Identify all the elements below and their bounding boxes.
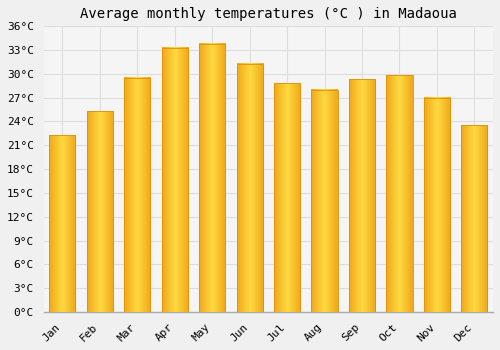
Bar	[236, 64, 262, 312]
Bar	[86, 111, 113, 312]
Bar	[199, 44, 226, 312]
Bar	[312, 90, 338, 312]
Bar	[461, 125, 487, 312]
Bar	[424, 98, 450, 312]
Bar	[162, 48, 188, 312]
Bar	[386, 76, 412, 312]
Bar	[124, 78, 150, 312]
Title: Average monthly temperatures (°C ) in Madaoua: Average monthly temperatures (°C ) in Ma…	[80, 7, 457, 21]
Bar	[274, 83, 300, 312]
Bar	[349, 79, 375, 312]
Bar	[50, 135, 76, 312]
